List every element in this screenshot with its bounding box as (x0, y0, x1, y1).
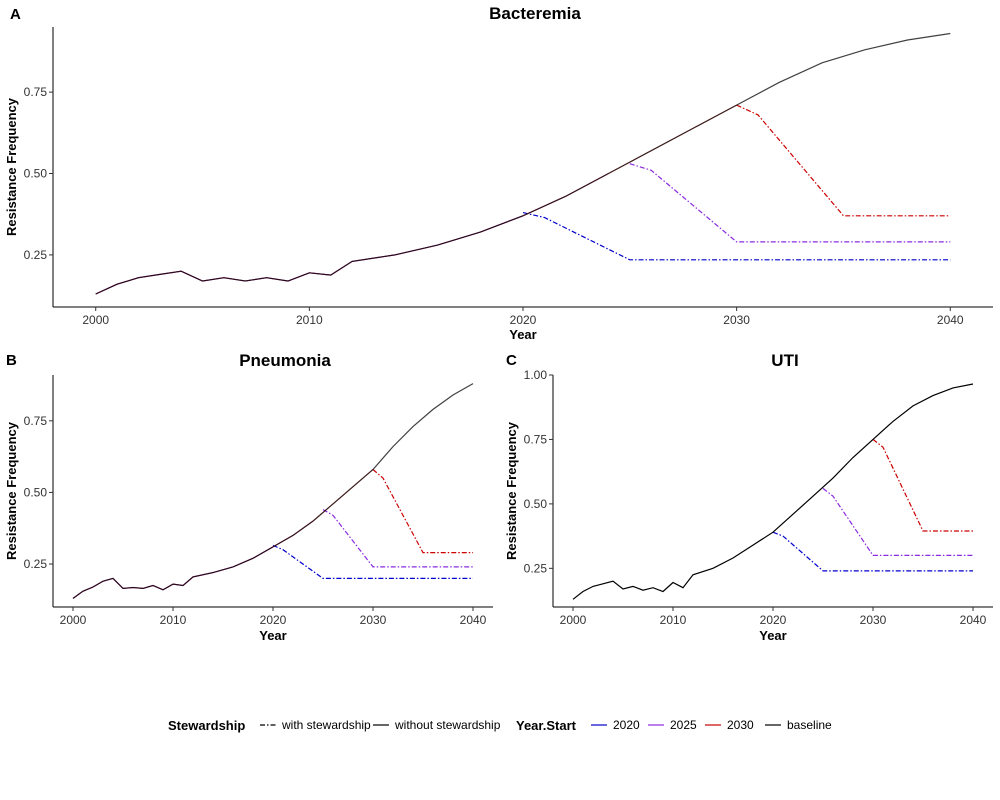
legend-title-year-start: Year.Start (516, 718, 577, 733)
series-2025-stewardship-line (822, 487, 973, 557)
legend-label: with stewardship (281, 718, 371, 732)
panel-letter: B (6, 352, 17, 369)
series-2030-stewardship-line (872, 438, 973, 532)
x-tick-label: 2040 (960, 613, 987, 627)
x-axis-title: Year (259, 628, 286, 643)
y-axis-title: Resistance Frequency (4, 421, 19, 560)
y-tick-label: 0.25 (524, 561, 548, 575)
series-2020-pre-line (95, 215, 524, 295)
x-tick-label: 2010 (296, 313, 323, 327)
series-2030-stewardship-line (372, 469, 473, 554)
panel-uti: C UTI 2000 2010 2020 2030 2040 0.25 0.50 0.75 1.00… (504, 351, 993, 643)
panel-bacteremia: A Bacteremia 2000 2010 2020 2030 2040 0.25 0.50 0… (4, 4, 993, 342)
x-tick-label: 2010 (160, 613, 187, 627)
series-baseline-line (95, 32, 951, 295)
series-2025-pre-line (72, 520, 314, 599)
y-tick-label: 0.25 (24, 248, 48, 262)
x-tick-label: 2020 (260, 613, 287, 627)
y-tick-label: 1.00 (524, 368, 548, 382)
x-tick-label: 2000 (60, 613, 87, 627)
chart-title: UTI (771, 351, 798, 370)
series-2020-stewardship-line (772, 531, 973, 572)
series-2025-stewardship-line (629, 163, 951, 243)
legend-label: 2025 (670, 718, 697, 732)
y-axis-title: Resistance Frequency (504, 421, 519, 560)
series-2025-pre-line (95, 173, 609, 295)
series-2020-pre-line (72, 546, 274, 599)
y-tick-label: 0.25 (24, 557, 48, 571)
panel-letter: C (506, 352, 517, 369)
y-tick-label: 0.50 (24, 167, 48, 181)
series-baseline-line (72, 383, 474, 599)
x-tick-label: 2030 (723, 313, 750, 327)
series-2020-stewardship-line (272, 544, 473, 580)
y-axis-title: Resistance Frequency (4, 97, 19, 236)
panel-pneumonia: B Pneumonia 2000 2010 2020 2030 2040 0.25 0.50 0.… (4, 351, 493, 643)
x-axis-title: Year (509, 327, 536, 342)
series-baseline-line (572, 383, 974, 600)
chart-title: Bacteremia (489, 4, 581, 23)
y-tick-label: 0.75 (524, 432, 548, 446)
y-tick-label: 0.75 (24, 414, 48, 428)
series-2020-stewardship-line (522, 212, 951, 261)
y-tick-label: 0.50 (524, 497, 548, 511)
legend-label: 2030 (727, 718, 754, 732)
y-tick-label: 0.50 (24, 485, 48, 499)
x-tick-label: 2000 (82, 313, 109, 327)
series-2030-pre-line (95, 104, 737, 295)
legend-label: baseline (787, 718, 832, 732)
legend-label: without stewardship (394, 718, 501, 732)
x-tick-label: 2000 (560, 613, 587, 627)
x-tick-label: 2020 (510, 313, 537, 327)
series-2025-stewardship-line (322, 509, 473, 568)
x-tick-label: 2040 (937, 313, 964, 327)
legend: Stewardship with stewardship without stewa… (168, 718, 832, 733)
series-2030-pre-line (72, 469, 374, 599)
chart-title: Pneumonia (239, 351, 331, 370)
x-tick-label: 2040 (460, 613, 487, 627)
legend-label: 2020 (613, 718, 640, 732)
x-tick-label: 2020 (760, 613, 787, 627)
x-tick-label: 2030 (360, 613, 387, 627)
series-2030-stewardship-line (736, 104, 951, 217)
y-tick-label: 0.75 (24, 85, 48, 99)
x-tick-label: 2010 (660, 613, 687, 627)
x-axis-title: Year (759, 628, 786, 643)
x-tick-label: 2030 (860, 613, 887, 627)
legend-title-stewardship: Stewardship (168, 718, 245, 733)
panel-letter: A (10, 6, 21, 23)
